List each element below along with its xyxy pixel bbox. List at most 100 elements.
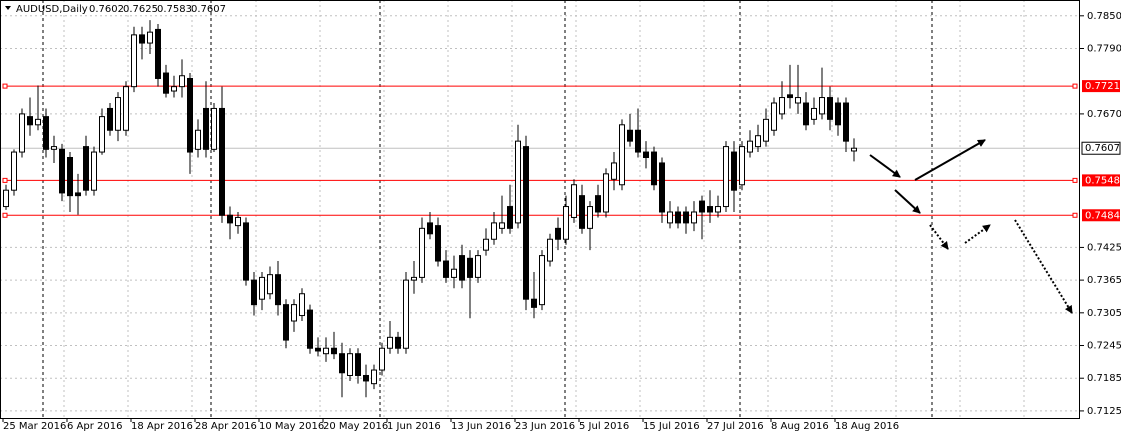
price-label: 0.7484 (1085, 210, 1120, 221)
y-tick-label: 0.7790 (1087, 44, 1121, 55)
arrow (964, 224, 991, 244)
candle-body (715, 206, 721, 213)
candle-body (219, 107, 225, 216)
candle-body (699, 200, 705, 213)
candle-body (171, 86, 177, 92)
candle-body (675, 211, 681, 224)
candle-body (355, 353, 361, 376)
header-low: 0.7583 (157, 4, 192, 15)
candle-body (179, 75, 185, 88)
y-tick-label: 0.7125 (1087, 406, 1121, 417)
candle-body (819, 97, 825, 115)
drawn-arrows (869, 139, 1073, 314)
price-label: 0.7721 (1085, 81, 1120, 92)
candle-body (723, 146, 729, 208)
candle-body (443, 260, 449, 278)
x-tick-label: 1 Jun 2016 (387, 421, 441, 432)
price-label-box (1082, 80, 1120, 93)
candle-body (835, 102, 841, 126)
y-tick-label: 0.7305 (1087, 308, 1121, 319)
candle-body (11, 151, 17, 191)
y-tick-label: 0.7850 (1087, 11, 1121, 22)
candle-body (787, 94, 793, 99)
candle-body (659, 162, 665, 213)
x-tick-label: 6 Apr 2016 (67, 421, 122, 432)
current-price-label: 0.7607 (1085, 143, 1120, 154)
candle-body (691, 211, 697, 224)
candle-body (619, 124, 625, 186)
candle-body (803, 102, 809, 126)
candle-body (459, 255, 465, 281)
candle-body (123, 86, 129, 131)
candle-body (651, 151, 657, 186)
arrow (929, 224, 949, 250)
candle-body (107, 107, 113, 131)
x-tick-label: 28 Apr 2016 (195, 421, 257, 432)
candle-body (483, 238, 489, 251)
candle-body (499, 222, 505, 229)
x-tick-label: 20 May 2016 (323, 421, 388, 432)
candle-body (35, 118, 41, 126)
price-label-box (1082, 174, 1120, 187)
menu-triangle (5, 6, 11, 10)
candle-body (43, 116, 49, 150)
candle-body (731, 151, 737, 191)
candle-body (843, 102, 849, 142)
y-tick-label: 0.7185 (1087, 373, 1121, 384)
x-tick-label: 25 Mar 2016 (3, 421, 66, 432)
candle-body (195, 129, 201, 150)
candle-body (139, 34, 145, 44)
candle-body (603, 173, 609, 213)
candle-body (379, 347, 385, 371)
candle-body (771, 102, 777, 131)
candle-body (667, 211, 673, 224)
candle-body (235, 216, 241, 227)
line-anchor (2, 177, 8, 183)
candle-body (707, 206, 713, 213)
candle-body (491, 222, 497, 240)
candle-body (403, 279, 409, 349)
candle-body (563, 206, 569, 240)
candle-body (187, 77, 193, 153)
candle-body (435, 225, 441, 262)
candle-body (395, 336, 401, 349)
y-tick-label: 0.7425 (1087, 242, 1121, 253)
candle-body (747, 140, 753, 153)
arrow (914, 139, 986, 181)
candle-body (331, 347, 337, 355)
x-tick-label: 5 Jul 2016 (579, 421, 629, 432)
candle-body (307, 309, 313, 349)
candle-body (827, 97, 833, 120)
candle-body (515, 140, 521, 224)
candle-body (147, 31, 153, 44)
candle-body (363, 374, 369, 382)
candle-body (347, 353, 353, 376)
price-label: 0.7548 (1085, 175, 1120, 186)
candle-body (555, 227, 561, 240)
x-tick-label: 10 May 2016 (259, 421, 324, 432)
candle-body (683, 211, 689, 224)
candle-body (547, 238, 553, 262)
candle-body (475, 255, 481, 278)
candle-body (451, 268, 457, 278)
candle-body (59, 148, 65, 194)
line-anchor (1072, 177, 1078, 183)
candle-body (91, 151, 97, 191)
candle-body (83, 146, 89, 191)
candle-body (763, 118, 769, 142)
candle-body (275, 274, 281, 306)
candle-body (211, 107, 217, 150)
candle-body (587, 206, 593, 229)
line-anchor (2, 83, 8, 89)
candle-body (579, 195, 585, 229)
candle-body (67, 156, 73, 197)
marks (2, 20, 1078, 398)
candle-body (291, 304, 297, 322)
candle-body (851, 147, 857, 152)
candle-body (795, 97, 801, 104)
candle-body (75, 192, 81, 197)
x-tick-label: 18 Aug 2016 (835, 421, 899, 432)
candle-body (467, 257, 473, 278)
